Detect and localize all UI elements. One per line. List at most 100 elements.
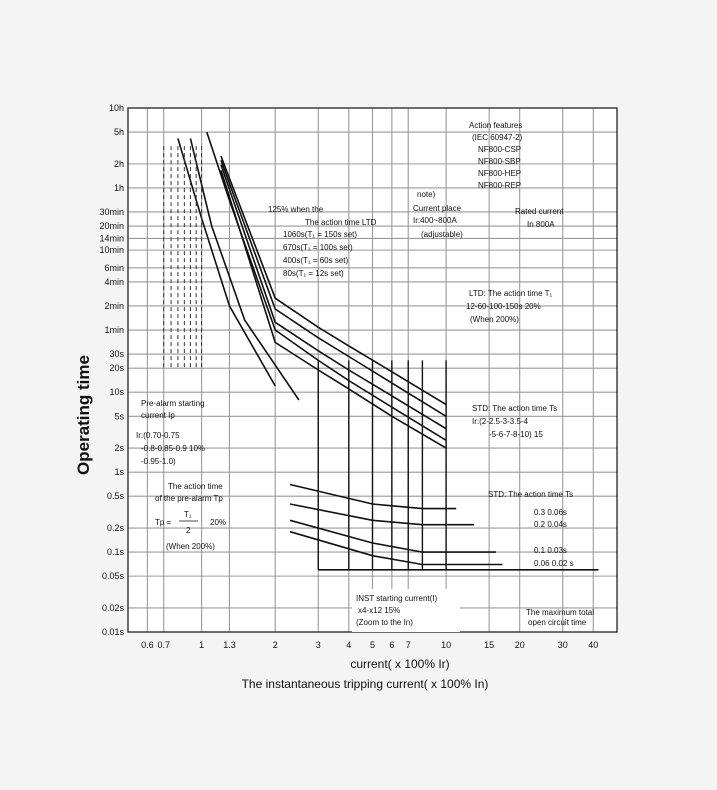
trip-curve-7 [189, 138, 300, 401]
x-tick-label: 1 [199, 640, 204, 650]
y-tick-label: 6min [104, 263, 124, 273]
trip-curve-9 [289, 503, 474, 526]
x-tick-label: 0.7 [157, 640, 170, 650]
x-tick-label: 6 [389, 640, 394, 650]
x-tick-label: 3 [316, 640, 321, 650]
std-1-line: Ir:(2-2.5-3-3.5-4 [472, 417, 529, 426]
x-tick-label: 7 [406, 640, 411, 650]
inst-line: INST starting current(I) [356, 594, 438, 603]
x-axis-label-2: The instantaneous tripping current( x 10… [242, 677, 489, 691]
x-tick-label: 2 [273, 640, 278, 650]
x-tick-label: 5 [370, 640, 375, 650]
x-tick-label: 1.3 [223, 640, 236, 650]
ltd-125-block: 125% when the The action time LTD 1060s(… [268, 205, 377, 278]
y-tick-label: 0.5s [107, 491, 125, 501]
prealarm-start-block: Pre-alarm starting current Ip Ir:(0.70-0… [136, 399, 205, 466]
x-tick-label: 20 [515, 640, 525, 650]
features-line: NF800-SBP [478, 157, 521, 166]
y-axis-label: Operating time [74, 355, 93, 475]
std-value: 0.3 0.06s [534, 508, 567, 517]
marker-group [163, 146, 447, 570]
std-1-line: -5-6-7-8-10) 15 [489, 430, 543, 439]
prealarm-time-line: The action time [168, 482, 223, 491]
y-tick-label: 4min [104, 277, 124, 287]
trip-curve-8 [289, 483, 457, 510]
y-tick-label: 20min [99, 221, 124, 231]
y-tick-label: 0.02s [102, 603, 125, 613]
x-tick-label: 30 [558, 640, 568, 650]
y-tick-label: 5h [114, 127, 124, 137]
y-tick-label: 20s [109, 363, 124, 373]
features-line: NF800-CSP [478, 145, 521, 154]
prealarm-time-line: 20% [210, 518, 226, 527]
ltd-set-line: 1060s(T₁ = 150s set) [283, 230, 357, 239]
features-line: (IEC 60947-2) [472, 133, 523, 142]
features-line: NF800-HEP [478, 169, 521, 178]
prealarm-time-block: The action time of the pre-alarm Tp Tp =… [155, 482, 226, 551]
features-line: Action features [469, 121, 522, 130]
ltd-set-line: 80s(T₁ = 12s set) [283, 269, 344, 278]
std-1-line: STD: The action time Ts [472, 404, 557, 413]
prealarm-time-line: T₁ [184, 510, 192, 519]
y-tick-label: 1h [114, 183, 124, 193]
x-tick-label: 0.6 [141, 640, 154, 650]
y-tick-label: 30min [99, 207, 124, 217]
note-line: (adjustable) [421, 230, 463, 239]
note-block: note) Current place Ir:400~800A (adjusta… [413, 190, 463, 239]
ltd-action-line: 12-60-100-150s 20% [466, 302, 541, 311]
y-tick-label: 5s [114, 411, 124, 421]
x-tick-label: 4 [346, 640, 351, 650]
y-tick-label: 10s [109, 387, 124, 397]
y-tick-label: 10h [109, 103, 124, 113]
y-tick-label: 14min [99, 233, 124, 243]
std-1-block: STD: The action time Ts Ir:(2-2.5-3-3.5-… [472, 404, 557, 439]
y-tick-label: 1min [104, 325, 124, 335]
y-tick-label: 2h [114, 159, 124, 169]
ltd-125-line: 125% when the [268, 205, 324, 214]
max-total-block: The maximum total open circuit time [526, 608, 594, 627]
std-2-block: STD: The action time Ts 0.3 0.06s 0.2 0.… [488, 490, 574, 568]
trip-curve-4 [220, 169, 447, 449]
std-2-line: STD: The action time Ts [488, 490, 573, 499]
inst-block: INST starting current(I) x4-x12 15% (Zoo… [352, 589, 460, 632]
features-block: Action features (IEC 60947-2) NF800-CSP … [469, 121, 523, 190]
ltd-action-block: LTD: The action time T₁ 12-60-100-150s 2… [466, 289, 552, 324]
prealarm-start-line: current Ip [141, 411, 175, 420]
prealarm-time-line: 2 [186, 526, 191, 535]
x-tick-labels: 0.6 0.7 1 1.3 2 3 4 5 6 7 10 15 20 30 40 [141, 640, 598, 650]
trip-curve-10 [289, 519, 496, 553]
trip-curve-11 [289, 530, 503, 566]
x-tick-label: 10 [441, 640, 451, 650]
max-total-line: The maximum total [526, 608, 594, 617]
features-line: NF800-REP [478, 181, 521, 190]
inst-label-box [352, 589, 460, 632]
y-tick-label: 0.05s [102, 571, 125, 581]
note-line: Ir:400~800A [413, 216, 457, 225]
prealarm-start-line: -0.95-1.0) [141, 457, 176, 466]
rated-block: Rated current In 800A [515, 207, 564, 229]
x-axis-label: current( x 100% Ir) [350, 657, 449, 671]
series-group [177, 131, 599, 571]
prealarm-start-line: Pre-alarm starting [141, 399, 205, 408]
note-line: note) [417, 190, 436, 199]
y-tick-labels: 10h 5h 2h 1h 30min 20min 14min 10min 6min 4min 2mi… [99, 103, 124, 637]
y-tick-label: 2min [104, 301, 124, 311]
y-tick-label: 10min [99, 245, 124, 255]
y-tick-label: 2s [114, 443, 124, 453]
std-value: 0.2 0.04s [534, 520, 567, 529]
ltd-action-line: (When 200%) [470, 315, 519, 324]
max-total-line: open circuit time [528, 618, 587, 627]
ltd-125-line: The action time LTD [305, 218, 377, 227]
prealarm-time-line: (When 200%) [166, 542, 215, 551]
inst-line: (Zoom to the In) [356, 618, 413, 627]
prealarm-time-line: Tp = [155, 518, 172, 527]
y-tick-label: 0.2s [107, 523, 125, 533]
trip-curve-2 [220, 159, 447, 417]
y-tick-label: 1s [114, 467, 124, 477]
ltd-set-line: 670s(T₁ = 100s set) [283, 243, 353, 252]
ltd-action-line: LTD: The action time T₁ [469, 289, 552, 298]
std-value: 0.06 0.02 s [534, 559, 574, 568]
y-tick-label: 30s [109, 349, 124, 359]
ltd-set-line: 400s(T₁ = 60s set) [283, 256, 349, 265]
